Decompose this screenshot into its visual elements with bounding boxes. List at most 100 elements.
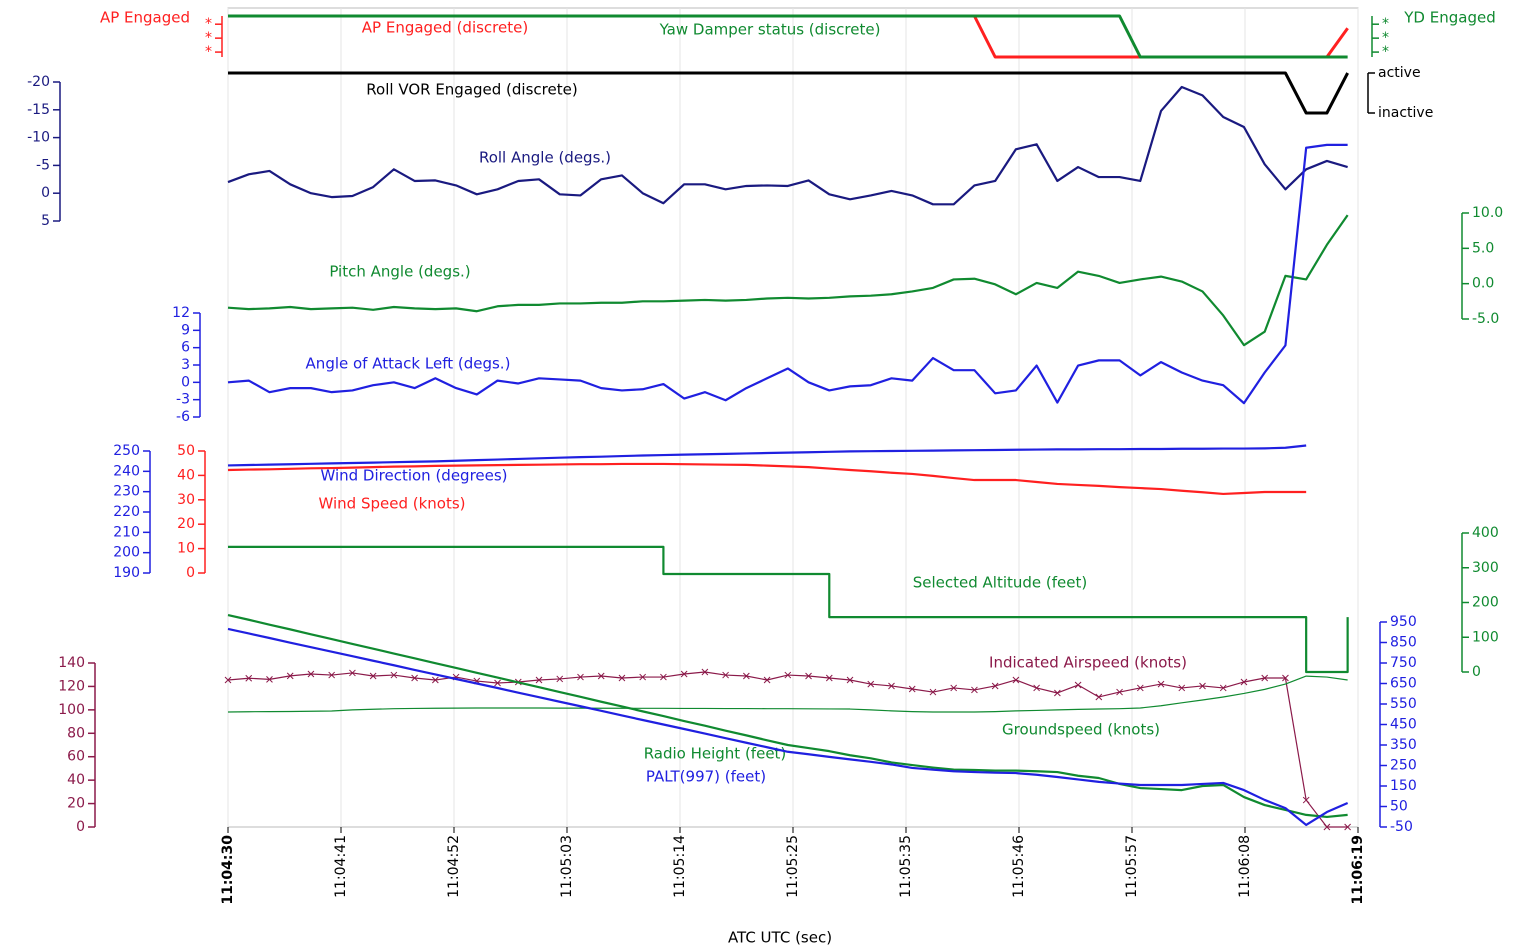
- series-label: Indicated Airspeed (knots): [989, 654, 1187, 672]
- x-axis-title: ATC UTC (sec): [728, 929, 832, 947]
- y-tick-label: 6: [181, 340, 190, 356]
- y-tick-label: 100: [58, 702, 85, 718]
- series-marker: [701, 668, 709, 676]
- series-marker: [660, 673, 667, 681]
- series-marker: [390, 671, 398, 679]
- y-tick-label: 120: [58, 678, 85, 694]
- series-line: [227, 462, 1307, 496]
- x-tick-label: 11:04:52: [446, 835, 462, 898]
- series-marker: [908, 685, 916, 693]
- series-label: Wind Speed (knots): [318, 495, 465, 513]
- series-marker: [929, 688, 937, 696]
- series-marker: [1261, 674, 1269, 682]
- y-tick-label: 450: [1390, 717, 1417, 733]
- series-line: [227, 143, 1348, 405]
- series-marker: [597, 672, 605, 680]
- series-marker: [1323, 823, 1331, 831]
- series-label: Roll Angle (degs.): [479, 149, 611, 167]
- x-tick-label: 11:05:14: [672, 835, 688, 898]
- y-tick-label: 0: [41, 185, 50, 201]
- y-tick-label: 750: [1390, 655, 1417, 671]
- series-marker: [286, 672, 294, 680]
- y-tick-label: *: [205, 30, 212, 46]
- series-line: [228, 545, 1349, 674]
- series-marker: [411, 674, 418, 682]
- series-label: Roll VOR Engaged (discrete): [366, 81, 577, 99]
- series-marker: [556, 675, 564, 683]
- y-tick-label: *: [1382, 44, 1389, 60]
- series-marker: [867, 680, 875, 688]
- series-label: Radio Height (feet): [644, 745, 787, 763]
- y-tick-label: 300: [1472, 560, 1499, 576]
- series-line: [227, 214, 1349, 347]
- y-tick-label: 100: [1472, 629, 1499, 645]
- y-tick-label: 0: [76, 819, 85, 835]
- series-marker: [1074, 681, 1082, 689]
- y-tick-label: *: [1382, 16, 1389, 32]
- y-tick-label: 230: [113, 484, 140, 500]
- y-tick-label: 10.0: [1472, 205, 1503, 221]
- series-marker: [328, 671, 336, 679]
- series-line: [227, 675, 1348, 713]
- y-tick-label: 10: [177, 541, 195, 557]
- series-label: Selected Altitude (feet): [913, 574, 1088, 592]
- y-tick-label: 250: [1390, 758, 1417, 774]
- x-tick-label: 11:05:03: [559, 835, 575, 898]
- y-tick-label: 550: [1390, 696, 1417, 712]
- y-tick-label: 0: [181, 374, 190, 390]
- series-marker: [494, 679, 501, 687]
- y-tick-label: 9: [181, 322, 190, 338]
- axis-label: AP Engaged: [100, 9, 190, 27]
- series-line: [227, 613, 1348, 819]
- series-marker: [245, 674, 253, 682]
- y-tick-label: inactive: [1378, 105, 1433, 121]
- series-marker: [577, 673, 584, 681]
- y-tick-label: -10: [27, 130, 50, 146]
- series-marker: [349, 669, 356, 677]
- y-tick-label: 400: [1472, 525, 1499, 541]
- y-tick-label: 240: [113, 463, 140, 479]
- y-tick-label: 50: [1390, 799, 1408, 815]
- y-tick-label: 20: [177, 516, 195, 532]
- series-marker: [1136, 684, 1144, 692]
- series-marker: [1344, 823, 1351, 831]
- y-tick-label: 40: [67, 772, 85, 788]
- y-tick-label: -50: [1390, 819, 1413, 835]
- y-tick-label: 350: [1390, 737, 1417, 753]
- series-marker: [680, 670, 688, 678]
- y-tick-label: 20: [67, 796, 85, 812]
- x-tick-label: 11:06:19: [1350, 835, 1366, 905]
- x-tick-label: 11:04:41: [333, 835, 349, 898]
- series-marker: [784, 671, 792, 679]
- series-marker: [1219, 684, 1227, 692]
- series-line: [227, 627, 1349, 827]
- series-line: [228, 71, 1349, 115]
- y-tick-label: *: [205, 44, 212, 60]
- y-tick-label: -5.0: [1472, 311, 1499, 327]
- series-marker: [1033, 684, 1040, 692]
- series-marker: [742, 672, 750, 680]
- y-tick-label: 0: [1472, 664, 1481, 680]
- y-tick-label: 0.0: [1472, 276, 1494, 292]
- series-marker: [950, 684, 958, 692]
- series-marker: [639, 673, 647, 681]
- y-tick-label: 850: [1390, 635, 1417, 651]
- y-tick-label: 5.0: [1472, 240, 1494, 256]
- series-marker: [1302, 796, 1310, 804]
- series-label: Groundspeed (knots): [1002, 721, 1160, 739]
- series-marker: [1157, 680, 1165, 688]
- x-tick-label: 11:04:30: [220, 835, 236, 905]
- series-label: AP Engaged (discrete): [362, 19, 528, 37]
- series-marker: [825, 674, 833, 682]
- y-tick-label: -3: [176, 392, 190, 408]
- y-tick-label: 0: [186, 565, 195, 581]
- series-marker: [369, 672, 377, 680]
- series-marker: [618, 674, 626, 682]
- axis-label: YD Engaged: [1403, 9, 1495, 27]
- series-marker: [266, 676, 273, 683]
- y-tick-label: 200: [1472, 595, 1499, 611]
- series-marker: [1054, 689, 1061, 697]
- series-marker: [1178, 684, 1186, 692]
- series-marker: [991, 682, 999, 690]
- series-label: PALT(997) (feet): [646, 768, 766, 786]
